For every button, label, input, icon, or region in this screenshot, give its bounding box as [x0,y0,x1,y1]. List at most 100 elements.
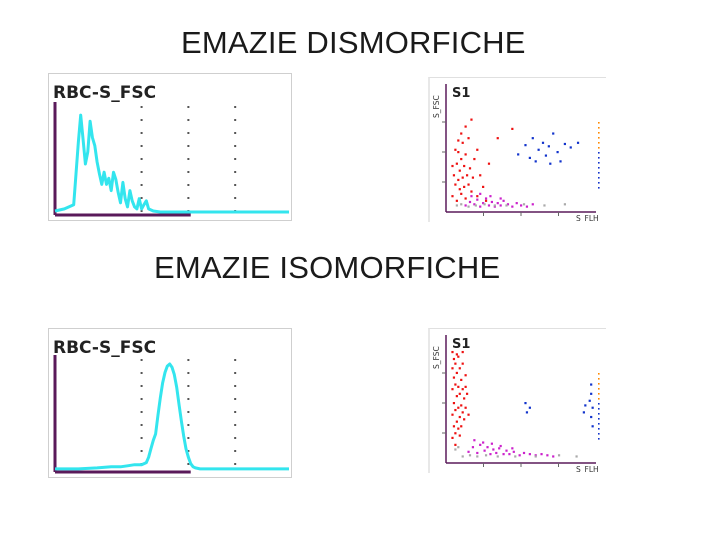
isomorphic-scatter-panel: S1 S_FSC S_FLH [428,328,606,473]
scatter-point-red [461,176,464,179]
scatter-point-red [460,404,463,407]
scatter-point-blue [534,160,537,163]
scatter-point-magenta [520,204,523,207]
scatter-point-red [464,125,467,128]
title-dysmorphic: EMAZIE DISMORFICHE [181,25,526,60]
scatter-point-blue [576,141,580,144]
scatter-point-red [451,367,454,370]
scatter-point-blue [591,425,594,428]
edge-point [598,157,600,159]
scatter-point-magenta [546,454,549,457]
scatter-point-blue [556,151,559,154]
edge-point [598,413,600,415]
scatter-point-red [464,385,467,388]
edge-point [598,182,600,184]
scatter-point-red [454,383,457,386]
scatter-point-magenta [476,198,479,201]
scatter-point-red [482,185,485,188]
scatter-point-magenta [505,449,508,452]
scatter-point-magenta [502,453,505,456]
scatter-point-blue [544,154,548,157]
scatter-point-blue [590,383,593,386]
scatter-point-red [458,415,461,419]
isomorphic-histogram: RBC-S_FSC [53,338,289,474]
scatter-point-red [457,139,460,142]
scatter-point-magenta [473,203,476,206]
scatter-point-blue [525,411,529,414]
edge-point [598,172,600,174]
scatter-point-gray [563,203,566,206]
scatter-point-red [455,371,458,375]
scatter-point-red [461,411,464,414]
scatter-point-red [458,367,461,370]
edge-point [598,147,600,149]
edge-point [598,177,600,179]
scatter-point-gray [522,203,526,206]
scatter-point-magenta [470,195,473,198]
isomorphic-scatter: S1 S_FSC S_FLH [432,335,600,473]
scatter-point-blue [531,137,534,140]
scatter-point-gray [484,454,488,457]
scatter-point-red [451,195,454,198]
edge-point [598,428,600,430]
scatter-point-blue [517,153,520,156]
scatter-point-red [457,427,460,430]
scatter-point-blue [582,411,585,414]
scatter-point-magenta [506,203,510,206]
scatter-point-magenta [534,454,537,457]
edge-point [598,152,600,154]
scatter-point-magenta [495,451,498,455]
scatter-point-gray [496,455,499,458]
scatter-point-magenta [486,446,489,449]
scatter-point-red [463,418,466,421]
scatter-point-red [455,420,458,423]
scatter-point-gray [474,204,477,207]
scatter-point-magenta [490,200,493,204]
scatter-point-magenta [511,205,514,208]
scatter-point-red [470,190,473,193]
scatter-point-red [484,199,488,202]
scatter-point-blue [524,402,527,405]
scatter-point-blue [590,415,593,419]
scatter-point-magenta [540,453,543,456]
scatter-point-magenta [508,453,511,456]
scatter-point-blue [590,392,593,395]
scatter-point-red [451,413,454,416]
scatter-point-red [460,192,463,195]
scatter-point-magenta [473,439,476,442]
x-axis-label: S_FLH [576,214,599,222]
scatter-point-red [479,174,482,177]
scatter-point-gray [505,204,508,207]
scatter-point-red [464,197,467,200]
scatter-point-magenta [464,204,467,207]
scatter-point-blue [528,156,531,159]
scatter-point-red [457,385,460,388]
scatter-point-magenta [499,197,502,200]
scatter-point-red [463,185,466,188]
title-isomorphic: EMAZIE ISOMORFICHE [154,250,501,285]
scatter-point-magenta [490,442,493,445]
scatter-point-magenta [476,451,479,455]
scatter-point-red [455,395,458,398]
scatter-point-magenta [487,204,491,207]
scatter-point-magenta [493,205,496,208]
scatter-point-red [452,376,456,379]
scatter-point-gray [457,446,460,449]
scatter-point-red [455,353,458,356]
dysmorphic-histogram: RBC-S_FSC [53,83,289,217]
scatter-point-blue [541,141,545,144]
scatter-point-red [461,362,464,365]
scatter-point-magenta [482,202,485,205]
scatter-point-gray [468,454,472,457]
scatter-point-red [458,169,461,172]
scatter-point-gray [493,204,496,207]
scatter-point-red [454,432,457,435]
scatter-point-red [487,162,491,165]
edge-point [598,167,600,169]
scatter-point-blue [547,145,550,148]
scatter-point-blue [524,144,527,147]
scatter-point-red [451,388,454,391]
scatter-point-red [454,408,457,412]
scatter-point-red [452,402,456,405]
edge-point [598,127,600,129]
